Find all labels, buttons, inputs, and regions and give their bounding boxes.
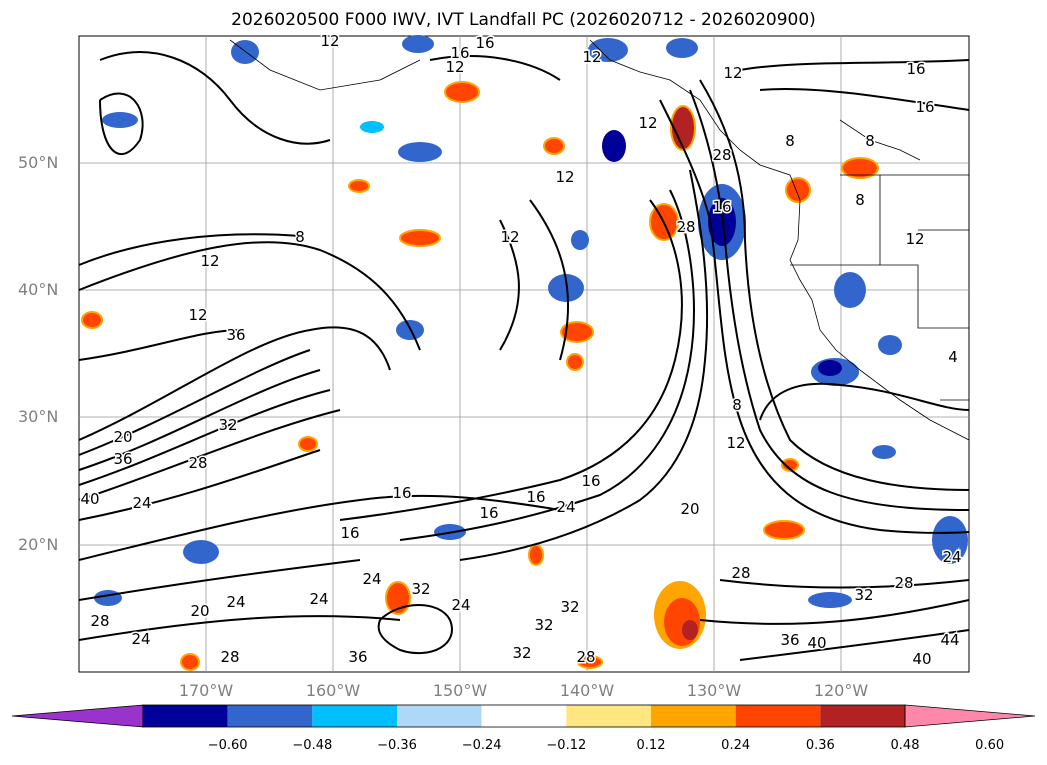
colorbar: [11, 704, 1036, 728]
colorbar-segment: [651, 705, 736, 727]
lat-label-50n: 50°N: [18, 153, 59, 172]
colorbar-tick-label: −0.36: [377, 738, 417, 753]
lat-label-20n: 20°N: [18, 535, 59, 554]
map-title: 2026020500 F000 IWV, IVT Landfall PC (20…: [231, 10, 816, 30]
colorbar-segment: [735, 705, 821, 727]
colorbar-segment: [312, 705, 397, 727]
map-frame: [78, 35, 970, 673]
colorbar-extend-low: [11, 704, 144, 728]
lat-label-40n: 40°N: [18, 280, 59, 299]
colorbar-tick-label: −0.12: [546, 738, 587, 753]
iwv-contours: [78, 51, 970, 661]
colorbar-outline: [142, 704, 906, 728]
colorbar-tick-label: 0.36: [805, 738, 835, 753]
colorbar-tick-label: −0.24: [461, 738, 502, 753]
colorbar-tick-label: −0.48: [292, 738, 333, 753]
colorbar-tick-label: 0.48: [890, 738, 920, 753]
coastlines: [229, 39, 970, 441]
lon-label-130w: 130°W: [686, 681, 742, 700]
lon-label-150w: 150°W: [432, 681, 488, 700]
colorbar-segment: [397, 705, 482, 727]
colorbar-tick-label: 0.12: [636, 738, 666, 753]
colorbar-segment: [566, 705, 651, 727]
lat-label-30n: 30°N: [18, 407, 59, 426]
lon-label-120w: 120°W: [813, 681, 869, 700]
lon-label-140w: 140°W: [559, 681, 615, 700]
colorbar-tick-label: 0.60: [975, 738, 1005, 753]
colorbar-tick-label: 0.24: [721, 738, 751, 753]
colorbar-segment: [820, 705, 905, 727]
colorbar-extend-high: [904, 704, 1036, 728]
colorbar-segment: [143, 705, 228, 727]
colorbar-segment: [481, 705, 567, 727]
lon-label-170w: 170°W: [178, 681, 234, 700]
colorbar-segment: [227, 705, 313, 727]
colorbar-tick-label: −0.60: [207, 738, 248, 753]
lon-label-160w: 160°W: [305, 681, 361, 700]
